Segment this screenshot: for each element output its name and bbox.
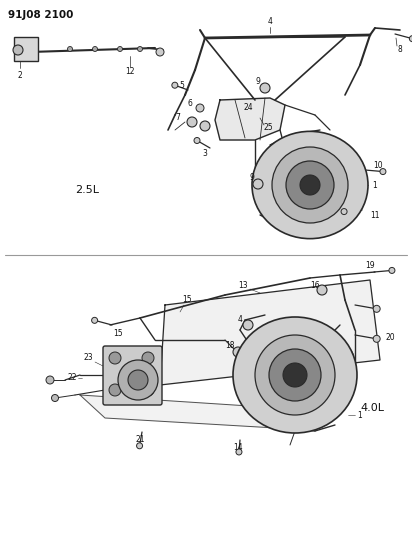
Circle shape xyxy=(194,138,200,143)
Circle shape xyxy=(260,83,270,93)
Circle shape xyxy=(286,161,334,209)
Text: 21: 21 xyxy=(135,435,145,445)
Circle shape xyxy=(373,305,380,312)
Text: 4: 4 xyxy=(267,18,272,27)
Circle shape xyxy=(269,349,321,401)
Text: 17: 17 xyxy=(337,343,347,352)
Text: 20: 20 xyxy=(385,334,395,343)
Circle shape xyxy=(300,175,320,195)
Text: 9: 9 xyxy=(255,77,260,86)
Circle shape xyxy=(317,285,327,295)
Circle shape xyxy=(200,121,210,131)
Circle shape xyxy=(233,347,243,357)
Circle shape xyxy=(109,352,121,364)
Polygon shape xyxy=(160,280,380,385)
Circle shape xyxy=(236,449,242,455)
Circle shape xyxy=(243,320,253,330)
Circle shape xyxy=(283,363,307,387)
Text: 6: 6 xyxy=(187,100,192,109)
Circle shape xyxy=(380,168,386,175)
Text: 1: 1 xyxy=(372,181,377,190)
Text: 7: 7 xyxy=(176,114,180,123)
Circle shape xyxy=(156,48,164,56)
Text: 2.5L: 2.5L xyxy=(75,185,99,195)
Circle shape xyxy=(343,350,353,360)
Text: 5: 5 xyxy=(180,82,185,91)
Text: 3: 3 xyxy=(203,149,207,158)
Ellipse shape xyxy=(233,317,357,433)
Text: 4.0L: 4.0L xyxy=(360,403,384,413)
Text: 11: 11 xyxy=(370,211,380,220)
Text: 2: 2 xyxy=(18,71,22,80)
Text: 25: 25 xyxy=(263,124,273,133)
Text: 12: 12 xyxy=(125,68,135,77)
Circle shape xyxy=(93,46,98,52)
Circle shape xyxy=(187,117,197,127)
Text: 91J08 2100: 91J08 2100 xyxy=(8,10,73,20)
Text: 10: 10 xyxy=(373,160,383,169)
FancyBboxPatch shape xyxy=(103,346,162,405)
Polygon shape xyxy=(80,395,310,430)
Circle shape xyxy=(196,104,204,112)
Text: 4: 4 xyxy=(238,316,242,325)
Text: 8: 8 xyxy=(398,45,403,54)
Circle shape xyxy=(142,352,154,364)
Text: 24: 24 xyxy=(243,103,253,112)
Circle shape xyxy=(142,384,154,396)
Circle shape xyxy=(52,394,59,401)
Circle shape xyxy=(253,179,263,189)
Circle shape xyxy=(172,82,178,88)
Ellipse shape xyxy=(252,131,368,239)
Polygon shape xyxy=(215,98,285,140)
Circle shape xyxy=(91,317,98,324)
Circle shape xyxy=(341,208,347,215)
Circle shape xyxy=(255,335,335,415)
Circle shape xyxy=(373,335,380,342)
Text: 14: 14 xyxy=(233,443,243,453)
Text: 22: 22 xyxy=(67,374,77,383)
Text: 9: 9 xyxy=(250,174,255,182)
Text: 19: 19 xyxy=(365,261,375,270)
Text: 15: 15 xyxy=(182,295,192,304)
Text: 23: 23 xyxy=(83,353,93,362)
Text: 13: 13 xyxy=(238,280,248,289)
Circle shape xyxy=(68,46,73,52)
FancyBboxPatch shape xyxy=(14,37,38,61)
Circle shape xyxy=(389,268,395,273)
Circle shape xyxy=(118,360,158,400)
Text: 15: 15 xyxy=(113,328,123,337)
Text: 1: 1 xyxy=(358,410,363,419)
Circle shape xyxy=(272,147,348,223)
Circle shape xyxy=(13,45,23,55)
Circle shape xyxy=(138,46,143,52)
Circle shape xyxy=(46,376,54,384)
Text: 16: 16 xyxy=(310,280,320,289)
Circle shape xyxy=(136,443,143,449)
Text: 18: 18 xyxy=(225,341,235,350)
Circle shape xyxy=(128,370,148,390)
Circle shape xyxy=(117,46,122,52)
Circle shape xyxy=(109,384,121,396)
Circle shape xyxy=(410,36,412,42)
